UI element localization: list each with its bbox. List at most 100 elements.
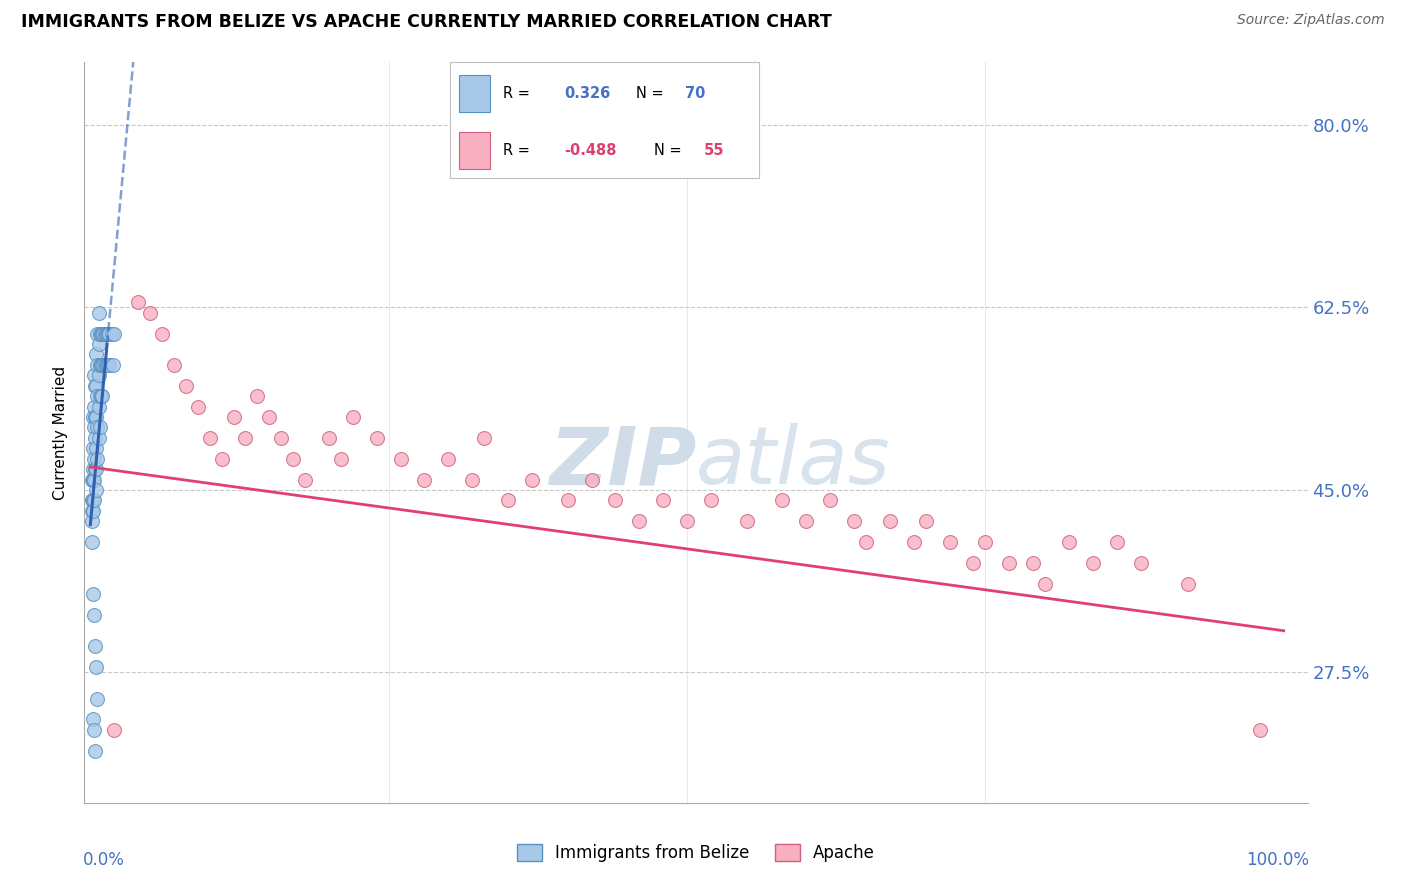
Point [86,358,108,372]
Point [150,326,173,341]
Point [89,420,111,434]
Point [222,409,245,424]
Point [855,535,877,549]
Point [82,504,104,518]
Point [87,306,110,320]
Point [87,400,110,414]
Point [139,306,162,320]
Text: 70: 70 [685,87,706,102]
Point [84,378,107,392]
Point [84,462,107,476]
Text: atlas: atlas [696,423,891,501]
Point [83,473,105,487]
Point [998,556,1021,570]
Point [83,451,105,466]
Point [91,358,114,372]
Point [329,451,352,466]
Text: -0.488: -0.488 [564,143,617,158]
Point [84,409,107,424]
Point [1249,723,1271,737]
Point [628,514,651,528]
Point [84,431,107,445]
Point [557,493,579,508]
Text: ZIP: ZIP [548,423,696,501]
Point [93,326,115,341]
Point [318,431,340,445]
Point [283,451,305,466]
Point [294,473,316,487]
Point [163,358,186,372]
Point [700,493,723,508]
Point [97,326,120,341]
Point [187,400,209,414]
Point [97,358,120,372]
Point [342,409,364,424]
Point [93,326,115,341]
Bar [460,75,491,112]
Point [1033,577,1056,591]
Point [366,431,388,445]
Point [82,462,104,476]
Point [89,358,111,372]
Point [82,493,104,508]
Point [84,442,107,456]
Point [96,358,118,372]
Point [89,389,111,403]
Point [259,409,281,424]
Point [80,504,103,518]
Point [101,326,124,341]
Point [127,295,149,310]
Text: 55: 55 [703,143,724,158]
Point [84,744,107,758]
Point [84,640,107,654]
Point [90,358,112,372]
Point [101,358,124,372]
Point [83,608,105,623]
Point [472,431,495,445]
Point [82,473,104,487]
Point [94,358,117,372]
Point [842,514,865,528]
Point [80,535,103,549]
Point [270,431,292,445]
Point [91,326,114,341]
Point [89,326,111,341]
Point [914,514,936,528]
Point [246,389,269,403]
Point [93,358,115,372]
Point [772,493,794,508]
Text: Source: ZipAtlas.com: Source: ZipAtlas.com [1237,13,1385,28]
Point [974,535,997,549]
Point [84,462,107,476]
Point [818,493,841,508]
Point [879,514,901,528]
Point [676,514,699,528]
Point [1177,577,1199,591]
Point [94,326,117,341]
Y-axis label: Currently Married: Currently Married [53,366,69,500]
Point [87,368,110,383]
Point [84,378,107,392]
Point [652,493,675,508]
Point [496,493,519,508]
Point [83,493,105,508]
Point [83,400,105,414]
Point [84,347,107,361]
Text: R =: R = [502,87,530,102]
Point [413,473,436,487]
Point [211,451,233,466]
Point [90,326,112,341]
Point [605,493,627,508]
Point [83,368,105,383]
Point [437,451,460,466]
Point [235,431,257,445]
Point [938,535,960,549]
Point [98,326,121,341]
Point [1129,556,1152,570]
Point [98,358,121,372]
Point [80,493,103,508]
Point [80,514,103,528]
Point [103,723,125,737]
Legend: Immigrants from Belize, Apache: Immigrants from Belize, Apache [510,837,882,869]
Text: R =: R = [502,143,530,158]
